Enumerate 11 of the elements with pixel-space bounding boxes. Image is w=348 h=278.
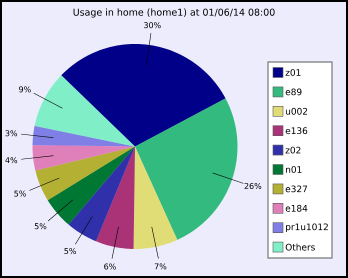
legend-label: Others — [286, 244, 315, 251]
legend-label: pr1u1012 — [286, 223, 328, 232]
legend-label: e184 — [286, 204, 308, 212]
legend-label: e327 — [286, 186, 308, 192]
legend-label: z01 — [286, 69, 300, 76]
legend-label: z02 — [286, 146, 300, 154]
chart-title: Usage in home (home1) at 01/06/14 08:00 — [74, 8, 275, 18]
legend-label: n01 — [286, 166, 302, 173]
legend-label: e136 — [286, 127, 308, 134]
legend-label: e89 — [286, 88, 302, 96]
legend-label: u002 — [286, 108, 308, 115]
